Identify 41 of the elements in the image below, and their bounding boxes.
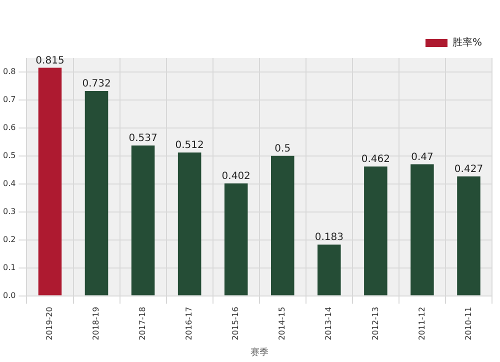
x-tick-label: 2019-20 bbox=[45, 306, 54, 340]
data-label: 0.427 bbox=[454, 164, 484, 175]
bar bbox=[457, 176, 480, 296]
x-tick-label: 2014-15 bbox=[278, 306, 287, 340]
bar bbox=[131, 146, 155, 296]
y-tick-label: 0.5 bbox=[2, 150, 16, 160]
x-tick-label: 2017-18 bbox=[138, 306, 148, 340]
y-tick-label: 0.3 bbox=[2, 206, 16, 216]
data-label: 0.537 bbox=[128, 133, 158, 144]
bar bbox=[410, 164, 434, 296]
x-tick-label: 2013-14 bbox=[324, 306, 334, 340]
bar bbox=[224, 183, 248, 296]
bar bbox=[318, 244, 341, 296]
y-tick-label: 0.7 bbox=[2, 95, 16, 104]
x-tick-label: 2011-12 bbox=[417, 306, 426, 340]
x-tick-label: 2012-13 bbox=[370, 306, 380, 340]
x-tick-label: 2010-11 bbox=[464, 306, 473, 340]
x-axis-title: 赛季 bbox=[250, 346, 268, 358]
y-tick-label: 0.1 bbox=[2, 262, 16, 272]
bar bbox=[178, 152, 202, 296]
bar bbox=[364, 166, 388, 296]
x-tick-label: 2018-19 bbox=[92, 306, 101, 340]
data-label: 0.47 bbox=[411, 152, 434, 163]
data-label: 0.815 bbox=[36, 55, 64, 66]
bar bbox=[84, 91, 108, 296]
bar bbox=[38, 68, 62, 296]
data-label: 0.402 bbox=[222, 170, 250, 182]
y-tick-label: 0.4 bbox=[2, 178, 16, 188]
bar bbox=[270, 156, 294, 296]
data-label: 0.183 bbox=[314, 232, 344, 244]
y-tick-label: 0.0 bbox=[2, 290, 16, 300]
y-tick-label: 0.8 bbox=[2, 67, 16, 76]
y-tick-label: 0.2 bbox=[2, 234, 16, 244]
data-label: 0.5 bbox=[274, 144, 291, 154]
data-label: 0.462 bbox=[361, 154, 390, 166]
x-tick-label: 2015-16 bbox=[231, 306, 240, 340]
data-label: 0.512 bbox=[175, 140, 204, 152]
data-label: 0.732 bbox=[82, 78, 111, 90]
x-tick-label: 2016-17 bbox=[184, 306, 194, 340]
legend-label: 胜率% bbox=[452, 36, 482, 49]
y-tick-label: 0.6 bbox=[2, 123, 16, 132]
